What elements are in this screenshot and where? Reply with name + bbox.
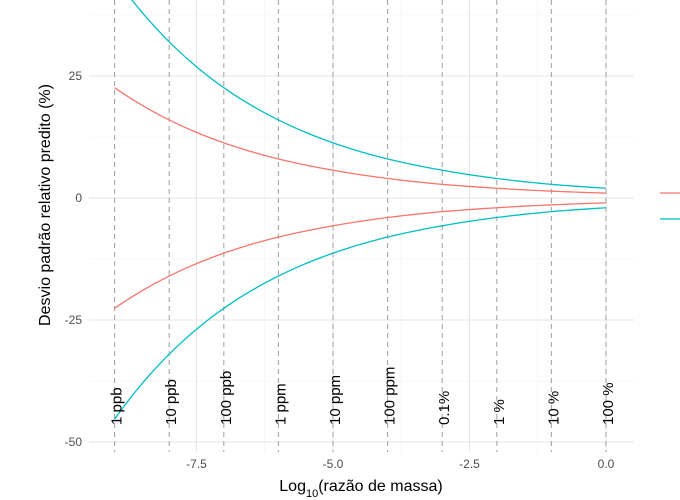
x-axis-title-subscript: 10	[306, 488, 318, 500]
x-tick-label: 0.0	[598, 457, 615, 471]
reference-label: 10 ppb	[163, 379, 180, 425]
reference-label: 100 %	[600, 382, 617, 425]
reference-label: 100 ppb	[218, 371, 235, 425]
reference-label: 10 %	[545, 391, 562, 425]
y-tick-label: -50	[65, 435, 83, 449]
reference-labels: 1 ppb 10 ppb 100 ppb 1 ppm 10 ppm 100 ppm 0.1%…	[109, 367, 617, 425]
reference-label: 10 ppm	[327, 375, 344, 425]
x-axis-title: Log10(razão de massa)	[279, 478, 442, 500]
series-lines	[114, 0, 607, 420]
x-tick-label: -2.5	[459, 457, 480, 471]
y-tick-label: 25	[69, 69, 83, 83]
reference-label: 1 %	[491, 399, 508, 425]
reference-label: 100 ppm	[382, 367, 399, 425]
x-tick-label: -7.5	[186, 457, 207, 471]
x-axis-title-main: Log	[279, 478, 306, 495]
reference-label: 1 ppb	[109, 387, 126, 425]
series-line	[114, 202, 607, 309]
y-tick-labels: -50 -25 0 25	[65, 69, 83, 449]
legend	[660, 192, 680, 220]
y-tick-label: 0	[75, 191, 82, 205]
y-tick-label: -25	[65, 313, 83, 327]
reference-label: 0.1%	[436, 391, 453, 425]
grid-minor	[89, 0, 634, 452]
x-tick-label: -5.0	[323, 457, 344, 471]
y-axis-title: Desvio padrão relativo predito (%)	[37, 84, 54, 326]
reference-label: 1 ppm	[272, 383, 289, 425]
x-tick-labels: -7.5 -5.0 -2.5 0.0	[186, 457, 615, 471]
x-axis-title-rest: (razão de massa)	[318, 478, 443, 495]
series-line	[114, 207, 607, 420]
reference-lines	[114, 0, 607, 452]
series-line	[114, 87, 607, 194]
series-line	[131, 0, 607, 189]
